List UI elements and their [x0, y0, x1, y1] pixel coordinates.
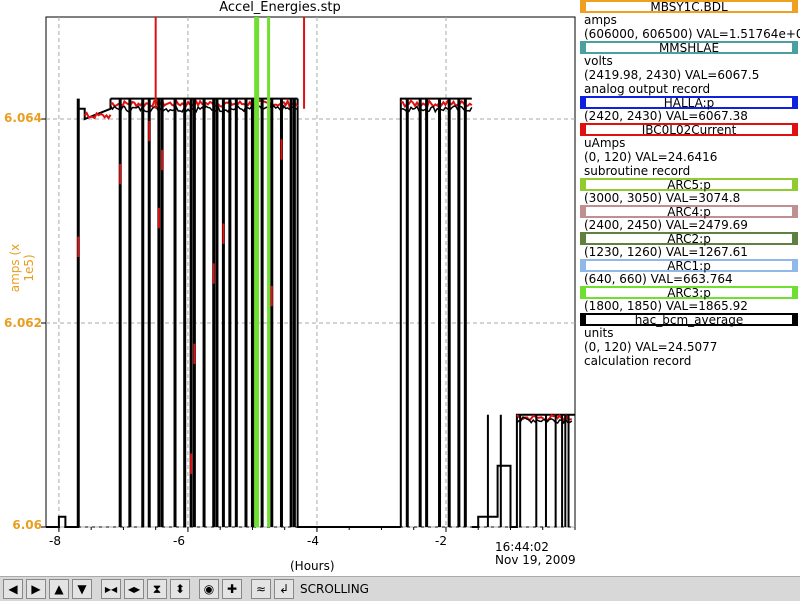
graph-icon: ≈: [255, 582, 267, 596]
plus-icon: ✚: [226, 582, 238, 596]
legend-entry[interactable]: ARC3:p: [580, 286, 798, 299]
legend-detail: analog output record: [584, 82, 711, 96]
chart-title: Accel_Energies.stp: [219, 0, 341, 15]
scrolling-status: SCROLLING: [300, 582, 369, 596]
x-tick-label: -2: [435, 534, 447, 548]
up-arrow-icon: ▲: [54, 582, 64, 596]
legend-detail: (3000, 3050) VAL=3074.8: [584, 191, 741, 205]
zoom-out-v-button[interactable]: ⬍: [170, 579, 190, 599]
up-arrow-button[interactable]: ▲: [49, 579, 69, 599]
zoom-in-v-icon: ⧗: [152, 581, 162, 596]
right-arrow-icon: ▶: [31, 582, 41, 596]
end-date-label: Nov 19, 2009: [495, 553, 576, 567]
legend-entry[interactable]: ARC1:p: [580, 259, 798, 272]
x-axis-label: (Hours): [290, 559, 335, 573]
record-button[interactable]: ◉: [199, 579, 219, 599]
legend-entry[interactable]: hac_bcm_average: [580, 313, 798, 326]
zoom-in-h-icon: ▶◀: [104, 584, 118, 594]
legend-entry[interactable]: ARC2:p: [580, 232, 798, 245]
record-icon: ◉: [203, 582, 215, 596]
legend-detail: units: [584, 326, 614, 340]
legend-entry[interactable]: MMSHLAE: [580, 41, 798, 54]
zoom-out-h-icon: ◀▶: [127, 584, 141, 594]
legend-entry[interactable]: MBSY1C.BDL: [580, 0, 798, 13]
y-tick-label: 6.064: [4, 111, 42, 125]
legend-detail: volts: [584, 54, 613, 68]
legend-detail: (640, 660) VAL=663.764: [584, 272, 733, 286]
y-tick-label: 6.062: [4, 316, 42, 330]
y-tick-label: 6.06: [12, 518, 42, 532]
back-icon: ↲: [278, 582, 290, 596]
legend-detail: (606000, 606500) VAL=1.51764e+06: [584, 27, 800, 41]
legend-entry[interactable]: IBC0L02Current: [580, 123, 798, 136]
legend-detail: (2420, 2430) VAL=6067.38: [584, 109, 748, 123]
end-time-label: 16:44:02: [495, 540, 549, 554]
legend-entry[interactable]: ARC4:p: [580, 205, 798, 218]
left-arrow-icon: ◀: [8, 582, 18, 596]
legend-detail: calculation record: [584, 354, 692, 368]
legend-detail: (0, 120) VAL=24.5077: [584, 340, 718, 354]
legend: MBSY1C.BDL amps (606000, 606500) VAL=1.517…: [580, 0, 800, 368]
legend-detail: uAmps: [584, 136, 626, 150]
x-tick-label: -8: [49, 534, 61, 548]
zoom-in-v-button[interactable]: ⧗: [147, 579, 167, 599]
down-arrow-button[interactable]: ▼: [72, 579, 92, 599]
x-tick-label: -6: [173, 534, 185, 548]
legend-entry[interactable]: HALLA:p: [580, 96, 798, 109]
legend-detail: amps: [584, 13, 617, 27]
back-button[interactable]: ↲: [274, 579, 294, 599]
zoom-in-h-button[interactable]: ▶◀: [101, 579, 121, 599]
zoom-out-v-icon: ⬍: [174, 582, 186, 596]
graph-button[interactable]: ≈: [251, 579, 271, 599]
right-arrow-button[interactable]: ▶: [26, 579, 46, 599]
plus-button[interactable]: ✚: [222, 579, 242, 599]
series-line-mbsy1c-bdl: [83, 111, 112, 121]
zoom-out-h-button[interactable]: ◀▶: [124, 579, 144, 599]
series-line-hac-bcm-average: [296, 98, 401, 528]
legend-entry[interactable]: ARC5:p: [580, 178, 798, 191]
legend-detail: (2419.98, 2430) VAL=6067.5: [584, 68, 760, 82]
legend-detail: (2400, 2450) VAL=2479.69: [584, 218, 748, 232]
legend-detail: (1230, 1260) VAL=1267.61: [584, 245, 748, 259]
series-line-hac-bcm-average: [471, 413, 575, 528]
legend-detail: (1800, 1850) VAL=1865.92: [584, 299, 748, 313]
plot-area: [41, 16, 576, 532]
x-tick-label: -4: [307, 534, 319, 548]
plot-frame: [45, 16, 576, 528]
down-arrow-icon: ▼: [77, 582, 87, 596]
legend-detail: (0, 120) VAL=24.6416: [584, 150, 718, 164]
left-arrow-button[interactable]: ◀: [3, 579, 23, 599]
y-axis-label: amps (x 1e5): [8, 243, 36, 293]
legend-detail: subroutine record: [584, 164, 691, 178]
toolbar: ◀ ▶ ▲ ▼ ▶◀ ◀▶ ⧗ ⬍ ◉ ✚ ≈ ↲ SCROLLING: [0, 576, 800, 601]
